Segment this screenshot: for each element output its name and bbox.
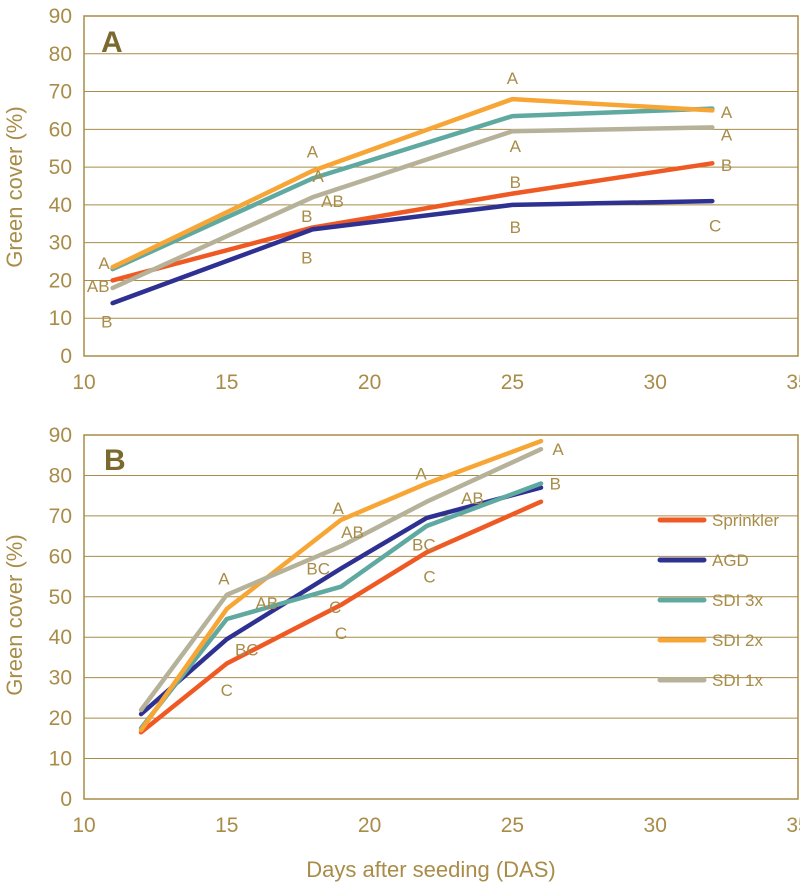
- panel-a-y-tick-label: 30: [49, 232, 72, 255]
- panel-b-y-tick-label: 80: [49, 464, 72, 487]
- legend: Sprinkler AGD SDI 3x SDI 2x SDI 1x: [657, 511, 779, 690]
- panel-a-y-tick-label: 20: [49, 269, 72, 292]
- panel-b-series-agd: [138, 485, 544, 717]
- panel-b-y-tick-label: 20: [49, 707, 72, 730]
- panel-b-y-tick-label: 60: [49, 545, 72, 568]
- panel-a-significance-letter: B: [301, 248, 312, 267]
- panel-b-x-tick-label: 35: [786, 814, 800, 837]
- panel-a-significance-letter: B: [721, 156, 732, 175]
- panel-a-significance-letter: B: [510, 218, 521, 237]
- panel-a-series-sprinkler: [110, 161, 715, 283]
- panel-a-significance-letter: AB: [321, 192, 344, 211]
- panel-b-label: B: [104, 444, 126, 477]
- panel-b-y-tick-label: 30: [49, 667, 72, 690]
- panel-a-series-sdi-3x: [110, 106, 715, 272]
- panel-a-y-tick-label: 40: [49, 194, 72, 217]
- panel-b-series-sdi-2x: [138, 438, 544, 733]
- panel-a-y-tick-label: 10: [49, 307, 72, 330]
- panel-a-x-tick-label: 15: [215, 371, 238, 394]
- panel-b-significance-letter: AB: [341, 523, 364, 542]
- panel-b-x-tick-label: 15: [215, 814, 238, 837]
- panel-a-significance-letter: A: [507, 69, 519, 88]
- panel-a-y-tick-label: 50: [49, 156, 72, 179]
- panel-a-significance-letter: C: [709, 216, 721, 235]
- panel-b-significance-letter: C: [221, 681, 233, 700]
- panel-b-significance-letter: B: [550, 475, 561, 494]
- panel-a-x-tick-label: 30: [644, 371, 667, 394]
- panel-b-significance-letter: A: [333, 499, 345, 518]
- panel-b-significance-letter: C: [423, 568, 435, 587]
- panel-a-significance-letter: B: [101, 313, 112, 332]
- panel-a-significance-letter: A: [98, 254, 110, 273]
- panel-b-y-tick-label: 70: [49, 505, 72, 528]
- panel-b-series-sdi-1x: [138, 446, 544, 713]
- x-axis-title: Days after seeding (DAS): [306, 857, 555, 882]
- panel-a-significance-letter: A: [721, 103, 733, 122]
- panel-a-x-tick-label: 25: [501, 371, 524, 394]
- panel-b-significance-letter: A: [552, 440, 564, 459]
- panel-a-y-tick-label: 80: [49, 43, 72, 66]
- panel-b-x-tick-label: 20: [358, 814, 381, 837]
- panel-a-y-tick-label: 0: [60, 345, 72, 368]
- panel-b-y-tick-label: 10: [49, 748, 72, 771]
- panel-a-significance-letter: B: [510, 173, 521, 192]
- panel-b-significance-letter: A: [415, 464, 427, 483]
- panel-b-x-tick-label: 10: [72, 814, 95, 837]
- panel-b-significance-letter: A: [218, 570, 230, 589]
- panel-b-y-tick-label: 50: [49, 586, 72, 609]
- panel-a-significance-letter: A: [313, 167, 325, 186]
- panel-a-label: A: [101, 26, 123, 59]
- legend-label-sdi-1x: SDI 1x: [712, 671, 764, 690]
- panel-b-significance-letter: AB: [255, 594, 278, 613]
- panel-a-y-tick-label: 90: [49, 5, 72, 28]
- panel-b-y-tick-label: 40: [49, 626, 72, 649]
- panel-a-significance-letter: B: [301, 207, 312, 226]
- panel-a-series-sdi-1x: [110, 125, 715, 291]
- panel-b-x-tick-label: 25: [501, 814, 524, 837]
- legend-label-sprinkler: Sprinkler: [712, 511, 779, 530]
- panel-b-y-axis-title: Green cover (%): [2, 534, 27, 695]
- panel-b-plot-frame: [83, 434, 799, 800]
- panel-b-significance-letter: AB: [461, 489, 484, 508]
- panel-b-significance-letter: C: [335, 624, 347, 643]
- panel-b-series-sdi-3x: [138, 481, 544, 731]
- panel-a-series-agd: [110, 198, 715, 306]
- legend-label-agd: AGD: [712, 551, 749, 570]
- panel-a-y-tick-label: 60: [49, 118, 72, 141]
- panel-a-y-axis-title: Green cover (%): [2, 106, 27, 267]
- panel-b-series-sprinkler: [138, 499, 544, 735]
- panel-a-x-tick-label: 35: [786, 371, 800, 394]
- panel-a-y-tick-label: 70: [49, 81, 72, 104]
- panel-b-significance-letter: C: [329, 598, 341, 617]
- panel-b-significance-letter: BC: [412, 535, 436, 554]
- legend-label-sdi-2x: SDI 2x: [712, 631, 764, 650]
- panel-b-y-tick-label: 90: [49, 424, 72, 447]
- panel-a-significance-letter: AB: [87, 277, 110, 296]
- panel-a-x-tick-label: 20: [358, 371, 381, 394]
- panel-a-significance-letter: A: [510, 137, 522, 156]
- panel-a-series-sdi-2x: [110, 96, 715, 270]
- panel-a-plot-frame: [83, 15, 799, 357]
- panel-a-x-tick-label: 10: [72, 371, 95, 394]
- panel-a-significance-letter: A: [307, 143, 319, 162]
- panel-b-significance-letter: BC: [306, 560, 330, 579]
- panel-b-y-tick-label: 0: [60, 788, 72, 811]
- panel-b-x-tick-label: 30: [644, 814, 667, 837]
- legend-label-sdi-3x: SDI 3x: [712, 591, 764, 610]
- panel-a-significance-letter: A: [721, 126, 733, 145]
- panel-b-significance-letter: BC: [235, 640, 259, 659]
